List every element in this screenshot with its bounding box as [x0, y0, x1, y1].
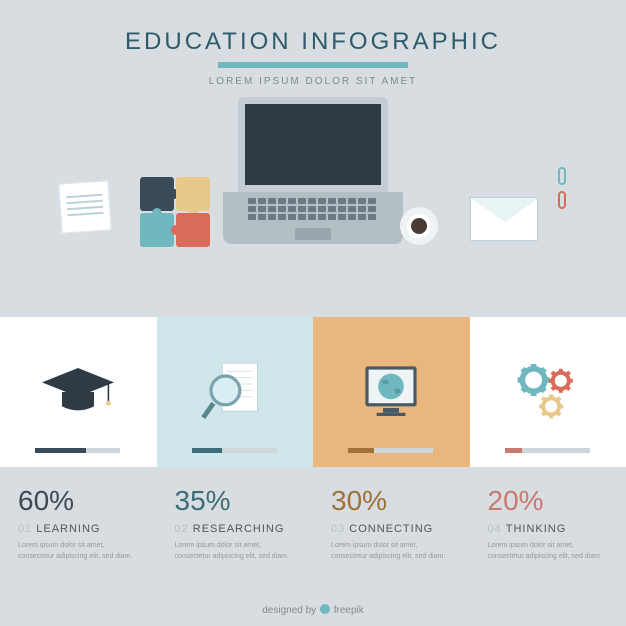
header: EDUCATION INFOGRAPHIC LOREM IPSUM DOLOR … — [0, 0, 626, 87]
title-rule — [218, 62, 408, 68]
page-subtitle: LOREM IPSUM DOLOR SIT AMET — [0, 76, 626, 87]
stat-title: 03CONNECTING — [331, 523, 452, 535]
stat-title: 04THINKING — [488, 523, 609, 535]
stat-body: Lorem ipsum dolor sit amet, consectetur … — [175, 541, 296, 562]
globe-device-icon — [351, 352, 431, 432]
stat-thinking: 20% 04THINKING Lorem ipsum dolor sit ame… — [470, 485, 626, 562]
laptop-icon — [238, 97, 388, 244]
footer-credit: designed by freepik — [0, 603, 626, 616]
page-title: EDUCATION INFOGRAPHIC — [0, 28, 626, 56]
infographic-page: EDUCATION INFOGRAPHIC LOREM IPSUM DOLOR … — [0, 0, 626, 626]
stats-row: 60% 01LEARNING Lorem ipsum dolor sit ame… — [0, 467, 626, 562]
stat-connecting: 30% 03CONNECTING Lorem ipsum dolor sit a… — [313, 485, 470, 562]
card-learning — [0, 317, 157, 467]
card-thinking — [470, 317, 626, 467]
magnifier-notepad-icon — [195, 352, 275, 432]
stat-researching: 35% 02RESEARCHING Lorem ipsum dolor sit … — [157, 485, 314, 562]
stat-body: Lorem ipsum dolor sit amet, consectetur … — [18, 541, 139, 562]
stat-body: Lorem ipsum dolor sit amet, consectetur … — [488, 541, 609, 562]
stat-learning: 60% 01LEARNING Lorem ipsum dolor sit ame… — [0, 485, 157, 562]
cards-row — [0, 317, 626, 467]
freepik-logo-icon — [319, 603, 331, 615]
coffee-cup-icon — [400, 207, 438, 245]
card-connecting — [313, 317, 470, 467]
keyboard-icon — [248, 198, 376, 220]
stat-body: Lorem ipsum dolor sit amet, consectetur … — [331, 541, 452, 562]
stat-percentage: 60% — [18, 485, 139, 517]
stat-percentage: 30% — [331, 485, 452, 517]
stat-percentage: 35% — [175, 485, 296, 517]
graduation-cap-icon — [38, 352, 118, 432]
gears-icon — [508, 352, 588, 432]
card-researching — [157, 317, 314, 467]
paperclips-icon — [558, 167, 566, 215]
stat-title: 02RESEARCHING — [175, 523, 296, 535]
envelope-icon — [470, 197, 538, 241]
stat-percentage: 20% — [488, 485, 609, 517]
stat-title: 01LEARNING — [18, 523, 139, 535]
sticky-note-icon — [58, 180, 111, 233]
desk-scene — [0, 87, 626, 317]
puzzle-icon — [140, 177, 210, 247]
